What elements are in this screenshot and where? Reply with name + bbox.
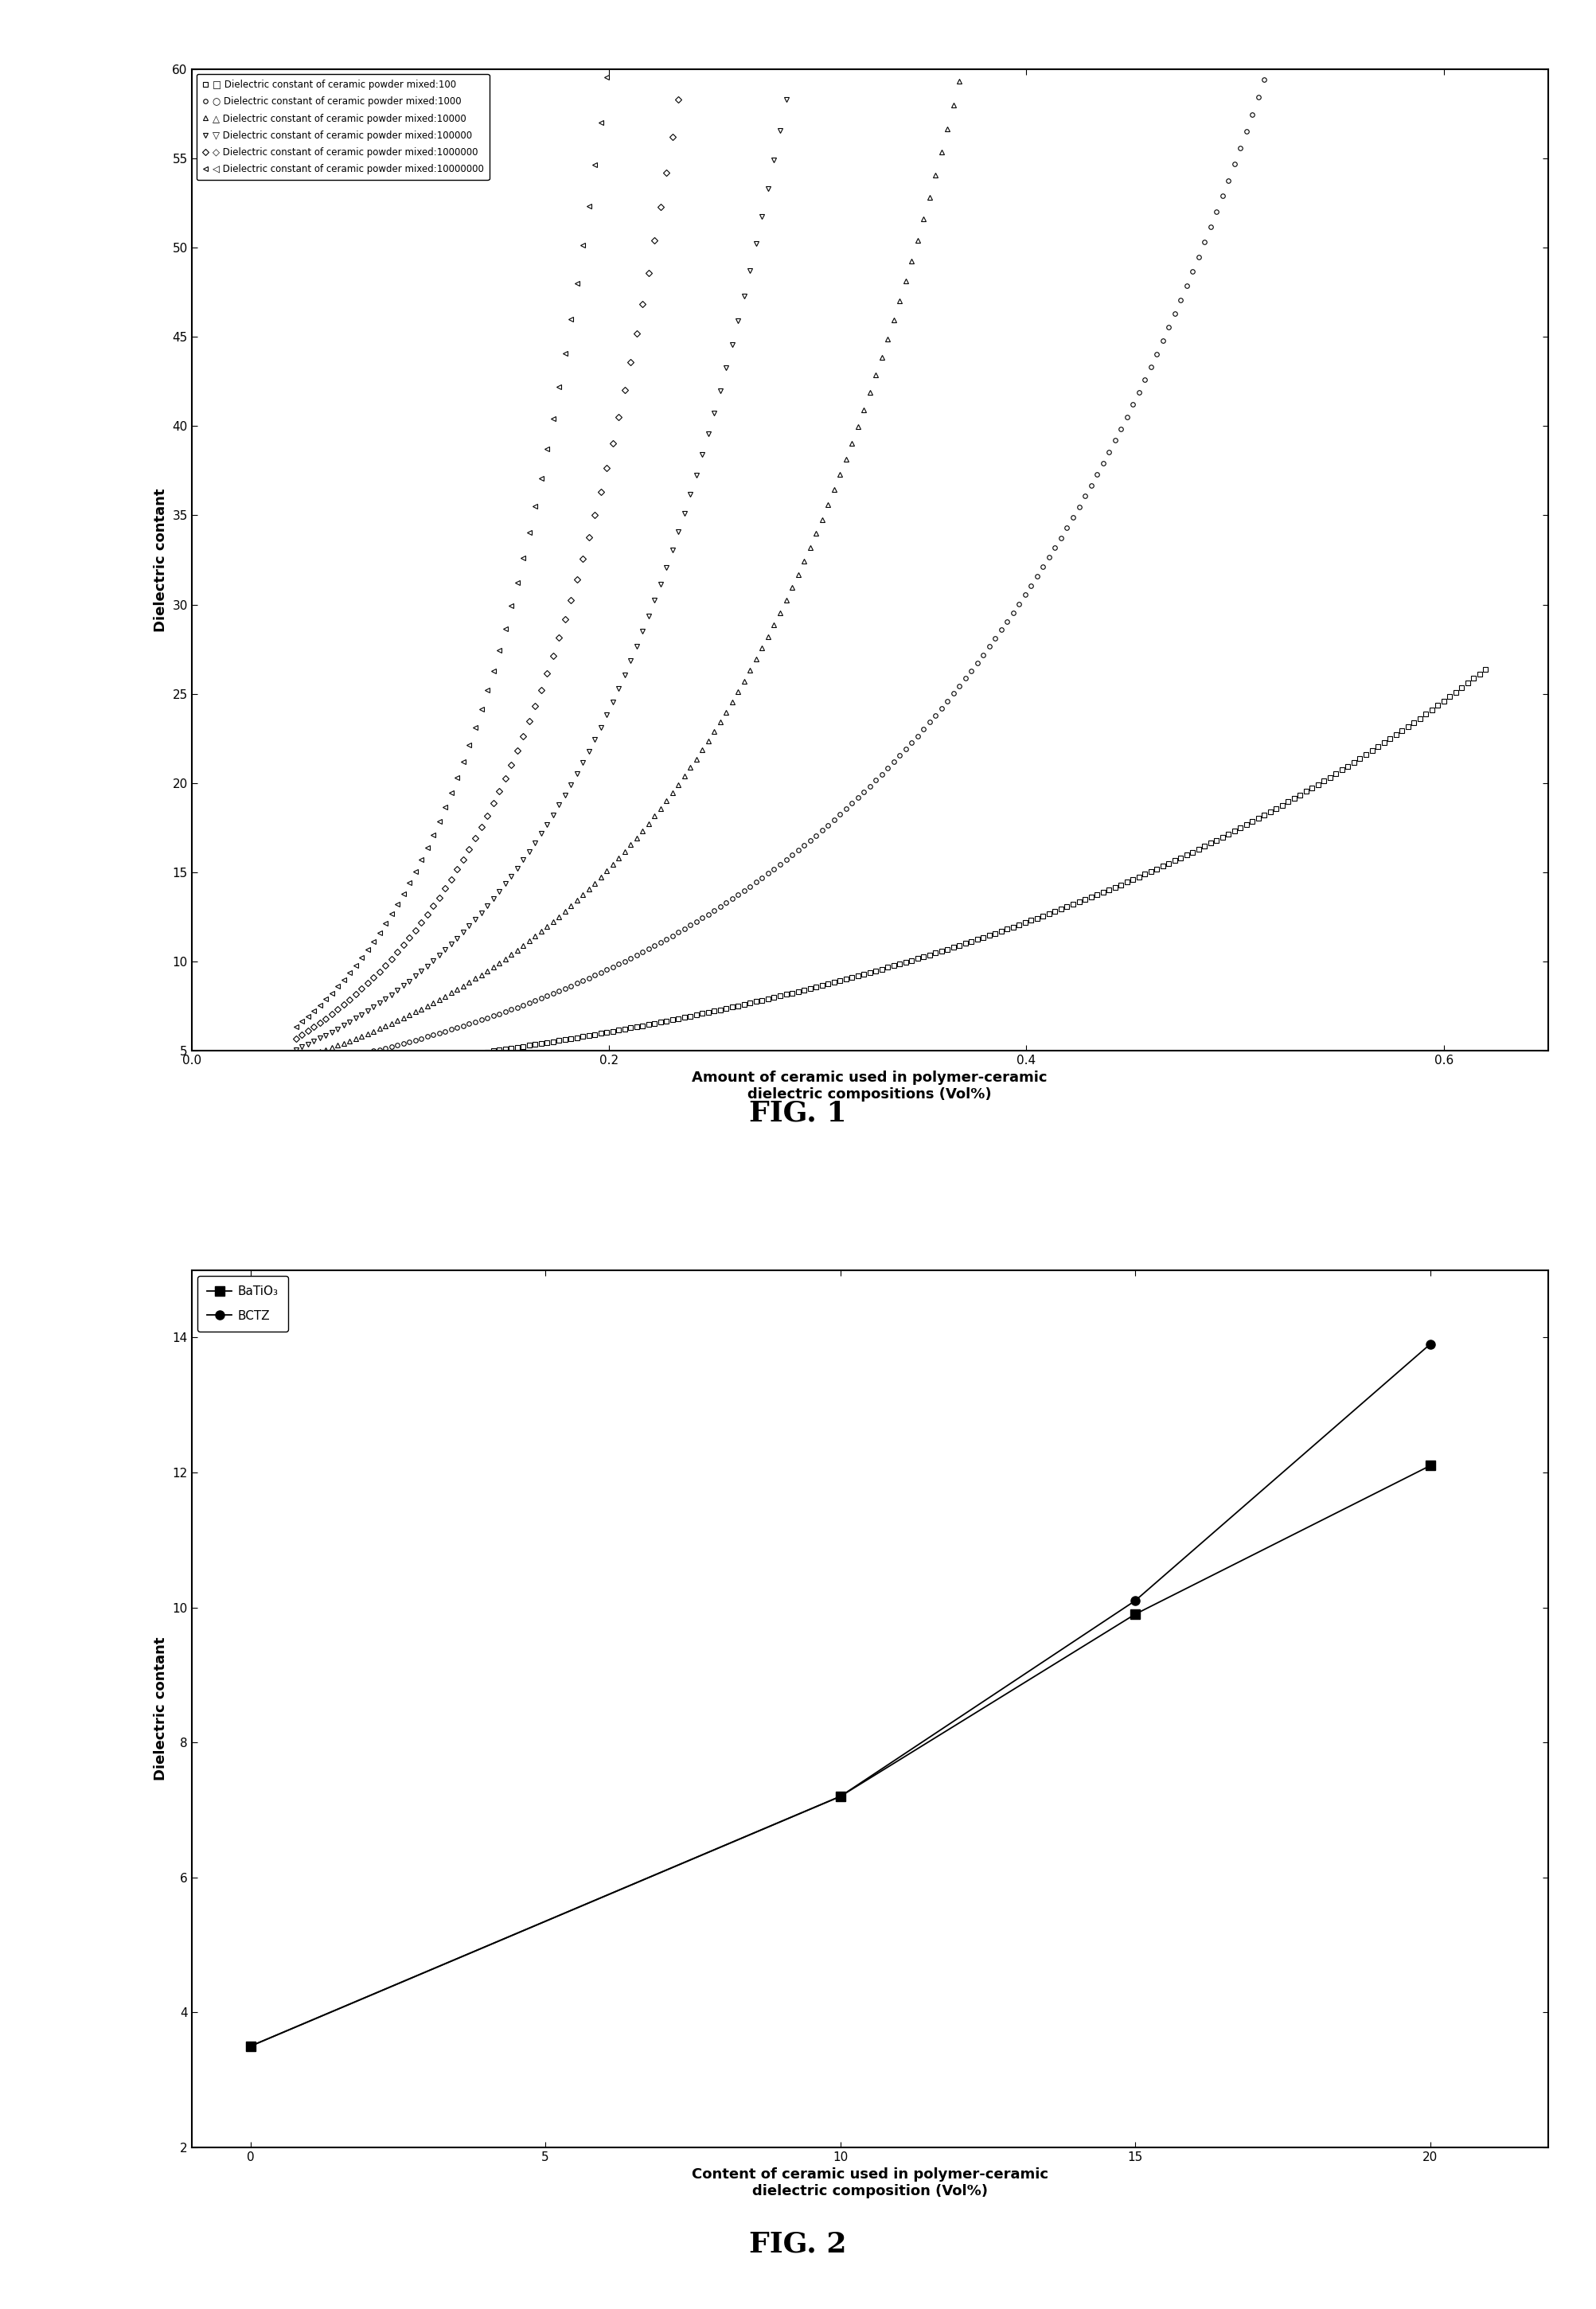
Y-axis label: Dielectric contant: Dielectric contant	[153, 1637, 168, 1780]
◇ Dielectric constant of ceramic powder mixed:1000000	[669, 85, 688, 113]
▽ Dielectric constant of ceramic powder mixed:100000	[638, 603, 658, 630]
◁ Dielectric constant of ceramic powder mixed:10000000	[484, 656, 503, 683]
▽ Dielectric constant of ceramic powder mixed:100000	[286, 1037, 305, 1064]
Line: □ Dielectric constant of ceramic powder mixed:100: □ Dielectric constant of ceramic powder …	[294, 667, 1487, 1078]
Text: FIG. 1: FIG. 1	[749, 1099, 847, 1127]
Line: BCTZ: BCTZ	[246, 1339, 1435, 2050]
△ Dielectric constant of ceramic powder mixed:10000	[658, 787, 677, 815]
△ Dielectric constant of ceramic powder mixed:10000	[764, 612, 784, 640]
Legend: BaTiO₃, BCTZ: BaTiO₃, BCTZ	[198, 1277, 287, 1332]
◇ Dielectric constant of ceramic powder mixed:1000000	[286, 1025, 305, 1053]
◇ Dielectric constant of ceramic powder mixed:1000000	[614, 376, 634, 404]
X-axis label: Amount of ceramic used in polymer-ceramic
dielectric compositions (Vol%): Amount of ceramic used in polymer-cerami…	[693, 1071, 1047, 1101]
□ Dielectric constant of ceramic powder mixed:100	[603, 1018, 622, 1046]
◁ Dielectric constant of ceramic powder mixed:10000000	[370, 919, 389, 947]
□ Dielectric constant of ceramic powder mixed:100	[334, 1058, 353, 1085]
▽ Dielectric constant of ceramic powder mixed:100000	[777, 85, 796, 113]
BCTZ	[1125, 1586, 1144, 1614]
BCTZ	[832, 1783, 851, 1810]
BCTZ	[1420, 1330, 1440, 1358]
△ Dielectric constant of ceramic powder mixed:10000	[519, 928, 538, 956]
◁ Dielectric constant of ceramic powder mixed:10000000	[466, 713, 485, 741]
◁ Dielectric constant of ceramic powder mixed:10000000	[562, 305, 581, 332]
○ Dielectric constant of ceramic powder mixed:1000	[1183, 259, 1202, 286]
□ Dielectric constant of ceramic powder mixed:100	[508, 1034, 527, 1062]
◁ Dielectric constant of ceramic powder mixed:10000000	[471, 695, 490, 723]
◇ Dielectric constant of ceramic powder mixed:1000000	[484, 790, 503, 817]
□ Dielectric constant of ceramic powder mixed:100	[358, 1053, 377, 1081]
▽ Dielectric constant of ceramic powder mixed:100000	[579, 737, 598, 764]
◁ Dielectric constant of ceramic powder mixed:10000000	[597, 65, 616, 92]
○ Dielectric constant of ceramic powder mixed:1000	[1254, 65, 1274, 92]
BaTiO₃	[241, 2032, 260, 2060]
▽ Dielectric constant of ceramic powder mixed:100000	[669, 517, 688, 545]
□ Dielectric constant of ceramic powder mixed:100	[286, 1062, 305, 1090]
◇ Dielectric constant of ceramic powder mixed:1000000	[448, 857, 468, 884]
▽ Dielectric constant of ceramic powder mixed:100000	[358, 997, 377, 1025]
Line: △ Dielectric constant of ceramic powder mixed:10000: △ Dielectric constant of ceramic powder …	[294, 79, 962, 1062]
○ Dielectric constant of ceramic powder mixed:1000	[1045, 533, 1065, 561]
BaTiO₃	[832, 1783, 851, 1810]
BaTiO₃	[1420, 1452, 1440, 1480]
Line: BaTiO₃: BaTiO₃	[246, 1462, 1435, 2050]
□ Dielectric constant of ceramic powder mixed:100	[1374, 730, 1393, 757]
○ Dielectric constant of ceramic powder mixed:1000	[1243, 102, 1262, 129]
□ Dielectric constant of ceramic powder mixed:100	[1416, 700, 1435, 727]
Line: ○ Dielectric constant of ceramic powder mixed:1000: ○ Dielectric constant of ceramic powder …	[294, 79, 1267, 1071]
△ Dielectric constant of ceramic powder mixed:10000	[734, 667, 753, 695]
△ Dielectric constant of ceramic powder mixed:10000	[286, 1046, 305, 1074]
Text: FIG. 2: FIG. 2	[749, 2230, 847, 2258]
Legend: □ Dielectric constant of ceramic powder mixed:100, ○ Dielectric constant of cera: □ Dielectric constant of ceramic powder …	[196, 74, 488, 180]
Line: ▽ Dielectric constant of ceramic powder mixed:100000: ▽ Dielectric constant of ceramic powder …	[294, 97, 788, 1053]
□ Dielectric constant of ceramic powder mixed:100	[1476, 656, 1495, 683]
○ Dielectric constant of ceramic powder mixed:1000	[991, 617, 1010, 644]
▽ Dielectric constant of ceramic powder mixed:100000	[316, 1021, 335, 1048]
BaTiO₃	[1125, 1600, 1144, 1628]
△ Dielectric constant of ceramic powder mixed:10000	[950, 67, 969, 95]
X-axis label: Content of ceramic used in polymer-ceramic
dielectric composition (Vol%): Content of ceramic used in polymer-ceram…	[691, 2168, 1049, 2198]
△ Dielectric constant of ceramic powder mixed:10000	[926, 162, 945, 189]
BCTZ	[241, 2032, 260, 2060]
◇ Dielectric constant of ceramic powder mixed:1000000	[658, 159, 677, 187]
◇ Dielectric constant of ceramic powder mixed:1000000	[401, 924, 420, 951]
○ Dielectric constant of ceramic powder mixed:1000	[286, 1055, 305, 1083]
Line: ◇ Dielectric constant of ceramic powder mixed:1000000: ◇ Dielectric constant of ceramic powder …	[294, 97, 680, 1041]
△ Dielectric constant of ceramic powder mixed:10000	[801, 533, 820, 561]
▽ Dielectric constant of ceramic powder mixed:100000	[388, 977, 407, 1004]
○ Dielectric constant of ceramic powder mixed:1000	[1117, 402, 1136, 429]
○ Dielectric constant of ceramic powder mixed:1000	[555, 974, 575, 1002]
◁ Dielectric constant of ceramic powder mixed:10000000	[286, 1014, 305, 1041]
Y-axis label: Dielectric contant: Dielectric contant	[153, 487, 168, 633]
Line: ◁ Dielectric constant of ceramic powder mixed:10000000: ◁ Dielectric constant of ceramic powder …	[294, 76, 610, 1028]
◇ Dielectric constant of ceramic powder mixed:1000000	[377, 951, 396, 979]
◁ Dielectric constant of ceramic powder mixed:10000000	[525, 492, 544, 520]
